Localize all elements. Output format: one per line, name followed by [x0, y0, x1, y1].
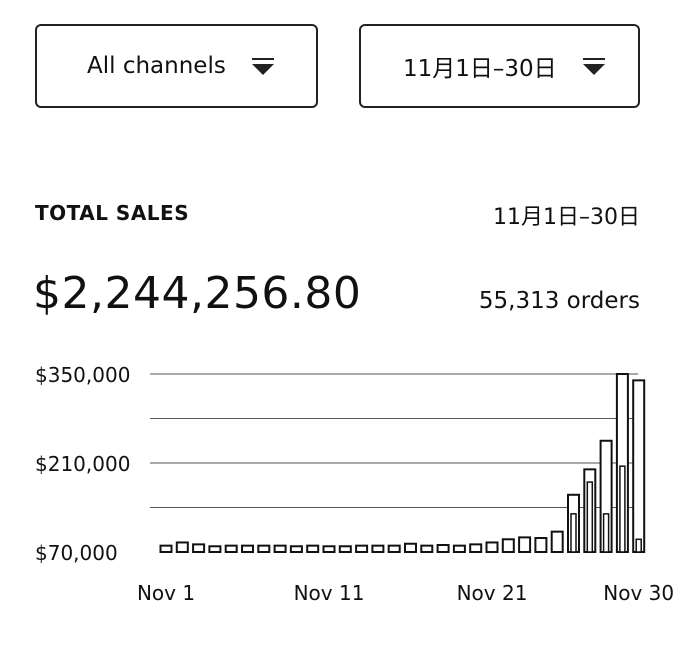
channel-dropdown-label: All channels — [87, 53, 226, 79]
caret-down-icon — [583, 58, 605, 75]
sales-bar[interactable] — [273, 544, 287, 553]
y-tick-label: $70,000 — [35, 541, 118, 565]
sales-bar-overlay — [586, 481, 594, 553]
sales-bar-overlay — [635, 538, 642, 553]
sales-bar[interactable] — [469, 543, 483, 554]
sales-bar[interactable] — [371, 544, 385, 553]
sales-bar[interactable] — [632, 379, 646, 553]
x-tick-label: Nov 1 — [137, 581, 195, 605]
sales-bar[interactable] — [420, 544, 434, 553]
sales-bar[interactable] — [322, 545, 336, 553]
sales-bar[interactable] — [436, 544, 450, 553]
y-tick-label: $210,000 — [35, 452, 130, 476]
y-tick-label: $350,000 — [35, 363, 130, 387]
total-sales-date-range: 11月1日–30日 — [493, 205, 640, 230]
sales-bar[interactable] — [404, 542, 417, 554]
sales-bar[interactable] — [241, 544, 254, 553]
date-range-dropdown[interactable]: 11月1日–30日 — [359, 24, 640, 108]
sales-bar[interactable] — [501, 538, 515, 554]
x-tick-label: Nov 30 — [603, 581, 674, 605]
x-tick-label: Nov 21 — [457, 581, 528, 605]
sales-bar[interactable] — [257, 544, 271, 553]
sales-bar[interactable] — [338, 545, 352, 553]
sales-bar-overlay — [570, 513, 577, 553]
total-sales-amount: $2,244,256.80 — [33, 268, 362, 319]
sales-bar[interactable] — [518, 536, 532, 553]
sales-bar[interactable] — [224, 544, 238, 553]
x-tick-label: Nov 11 — [294, 581, 365, 605]
sales-bar[interactable] — [485, 541, 499, 553]
sales-bar-chart: $350,000 $210,000 $70,000 Nov 1 Nov 11 Nov 21… — [35, 363, 674, 605]
sales-bar[interactable] — [387, 544, 401, 553]
sales-bar[interactable] — [192, 543, 206, 554]
order-count: 55,313 orders — [478, 288, 640, 314]
sales-bar[interactable] — [452, 544, 466, 553]
total-sales-label: TOTAL SALES — [35, 201, 190, 225]
caret-down-icon — [252, 58, 274, 75]
sales-bar[interactable] — [289, 545, 303, 553]
sales-bar[interactable] — [175, 541, 189, 553]
sales-bar[interactable] — [306, 544, 320, 553]
sales-bar[interactable] — [534, 537, 548, 553]
sales-bar[interactable] — [355, 544, 369, 553]
sales-bar[interactable] — [550, 530, 564, 554]
channel-dropdown[interactable]: All channels — [35, 24, 318, 108]
sales-bar[interactable] — [208, 545, 222, 553]
sales-bar-overlay — [602, 513, 610, 553]
sales-bar[interactable] — [159, 544, 173, 553]
sales-bar-overlay — [619, 465, 626, 553]
date-range-dropdown-label: 11月1日–30日 — [403, 56, 557, 82]
